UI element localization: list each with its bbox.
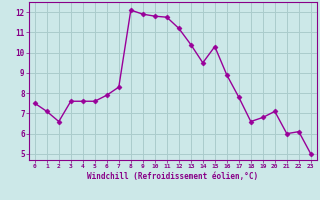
X-axis label: Windchill (Refroidissement éolien,°C): Windchill (Refroidissement éolien,°C) (87, 172, 258, 181)
